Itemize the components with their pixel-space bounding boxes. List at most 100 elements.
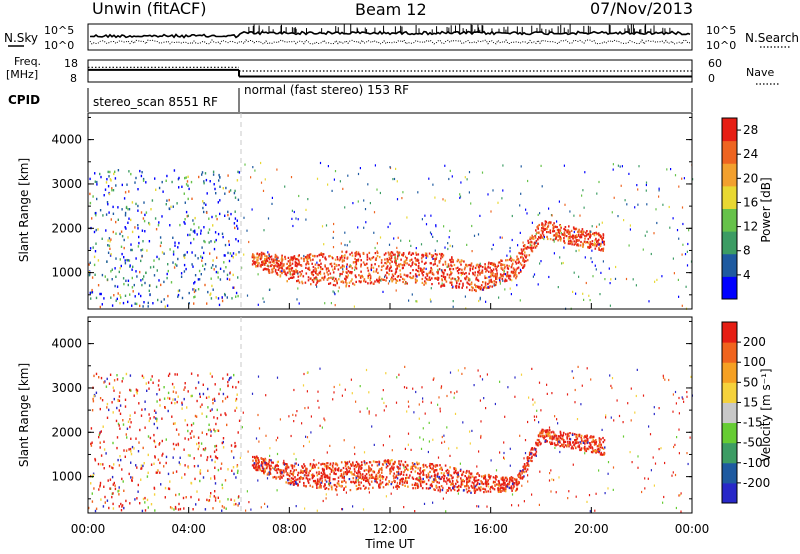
echo-cell <box>153 422 155 426</box>
echo-cell <box>452 476 454 479</box>
echo-cell <box>572 447 574 450</box>
echo-cell <box>470 286 473 289</box>
echo-cell <box>199 405 202 409</box>
echo-cell <box>387 462 390 465</box>
echo-cell <box>405 467 408 470</box>
echo-cell <box>154 445 157 448</box>
echo-cell <box>280 266 283 269</box>
echo-cell <box>432 235 434 238</box>
echo-cell <box>458 489 460 492</box>
echo-cell <box>439 410 441 413</box>
echo-cell <box>589 442 591 445</box>
echo-cell <box>388 269 391 272</box>
echo-cell <box>128 170 130 173</box>
echo-cell <box>420 447 423 450</box>
echo-cell <box>449 281 451 284</box>
echo-cell <box>187 233 189 237</box>
echo-cell <box>304 281 307 284</box>
echo-cell <box>414 482 417 485</box>
echo-cell <box>95 507 98 510</box>
echo-cell <box>124 262 127 265</box>
echo-cell <box>322 499 324 503</box>
echo-cell <box>369 282 372 285</box>
echo-cell <box>203 226 205 229</box>
echo-cell <box>172 250 175 253</box>
echo-cell <box>186 215 188 218</box>
echo-cell <box>459 195 462 198</box>
echo-cell <box>252 166 254 169</box>
echo-cell <box>422 427 424 430</box>
echo-cell <box>360 259 362 262</box>
echo-cell <box>350 271 353 274</box>
echo-cell <box>214 231 217 234</box>
echo-cell <box>246 294 249 297</box>
echo-cell <box>254 467 256 470</box>
echo-cell <box>202 200 204 203</box>
echo-cell <box>332 466 334 469</box>
echo-cell <box>116 285 119 288</box>
echo-cell <box>444 199 446 202</box>
echo-cell <box>305 477 308 480</box>
echo-cell <box>567 229 570 232</box>
echo-cell <box>402 191 404 194</box>
echo-cell <box>554 446 556 449</box>
echo-cell <box>227 174 229 177</box>
echo-cell <box>263 262 266 265</box>
echo-cell <box>294 264 297 267</box>
echo-cell <box>535 454 537 457</box>
echo-cell <box>519 299 521 302</box>
echo-cell <box>120 502 122 506</box>
echo-cell <box>378 256 381 259</box>
echo-cell <box>555 438 558 441</box>
echo-cell <box>147 381 150 384</box>
echo-cell <box>428 271 430 274</box>
echo-cell <box>147 305 149 308</box>
echo-cell <box>298 476 301 480</box>
echo-cell <box>584 256 586 259</box>
echo-cell <box>530 447 533 450</box>
echo-cell <box>380 471 383 474</box>
echo-cell <box>590 450 593 454</box>
echo-cell <box>434 196 436 199</box>
echo-cell <box>372 486 374 489</box>
echo-cell <box>402 464 405 467</box>
echo-cell <box>563 239 565 242</box>
echo-cell <box>438 282 440 285</box>
echo-cell <box>552 228 555 231</box>
echo-cell <box>559 256 561 259</box>
colorbar-segment <box>722 118 737 142</box>
echo-cell <box>466 178 468 181</box>
echo-cell <box>290 477 293 480</box>
echo-cell <box>368 477 371 480</box>
echo-cell <box>377 477 379 480</box>
echo-cell <box>590 257 592 260</box>
echo-cell <box>230 376 232 379</box>
echo-cell <box>239 456 241 459</box>
echo-cell <box>327 488 330 491</box>
echo-cell <box>131 304 133 307</box>
echo-cell <box>544 429 546 432</box>
echo-cell <box>303 254 305 258</box>
echo-cell <box>161 251 164 254</box>
echo-cell <box>481 266 484 269</box>
echo-cell <box>466 476 468 479</box>
echo-cell <box>430 287 432 290</box>
echo-cell <box>445 470 448 473</box>
echo-cell <box>389 463 391 466</box>
echo-cell <box>355 478 357 481</box>
echo-cell <box>113 379 116 382</box>
echo-cell <box>433 469 436 472</box>
echo-cell <box>486 269 488 272</box>
echo-cell <box>434 253 437 256</box>
echo-cell <box>675 402 677 405</box>
echo-cell <box>341 480 343 483</box>
echo-cell <box>237 239 239 243</box>
echo-cell <box>173 447 175 451</box>
echo-cell <box>534 452 537 456</box>
echo-cell <box>325 493 327 496</box>
echo-cell <box>510 259 513 262</box>
echo-cell <box>264 467 266 470</box>
echo-cell <box>134 302 136 305</box>
echo-cell <box>444 246 446 249</box>
echo-cell <box>328 480 331 483</box>
